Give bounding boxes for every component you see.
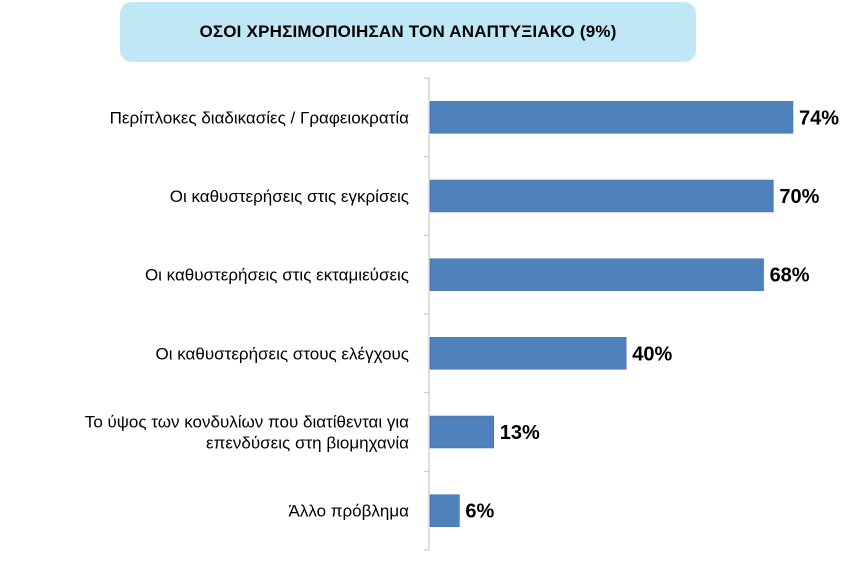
category-label-line: επενδύσεις στη βιομηχανία <box>206 434 409 453</box>
chart-title-box: ΟΣΟΙ ΧΡΗΣΙΜΟΠΟΙΗΣΑΝ ΤΟΝ ΑΝΑΠΤΥΞΙΑΚΟ (9%) <box>120 2 696 62</box>
category-label: Άλλο πρόβλημα <box>289 502 410 521</box>
data-label: 40% <box>632 343 672 365</box>
category-label: Οι καθυστερήσεις στις εκταμιεύσεις <box>145 266 409 285</box>
category-label: Οι καθυστερήσεις στους ελέγχους <box>156 344 409 363</box>
bar <box>429 415 495 449</box>
bar <box>429 494 460 527</box>
category-label: Το ύψος των κονδυλίων που διατίθενται γι… <box>85 413 409 453</box>
data-label: 68% <box>770 265 810 287</box>
category-label-line: Άλλο πρόβλημα <box>289 502 410 521</box>
category-label-line: Περίπλοκες διαδικασίες / Γραφειοκρατία <box>110 108 410 127</box>
chart-title: ΟΣΟΙ ΧΡΗΣΙΜΟΠΟΙΗΣΑΝ ΤΟΝ ΑΝΑΠΤΥΞΙΑΚΟ (9%) <box>199 22 617 41</box>
data-label: 74% <box>799 107 839 129</box>
bar <box>429 101 794 134</box>
data-label: 6% <box>465 501 494 523</box>
category-label: Οι καθυστερήσεις στις εγκρίσεις <box>170 187 409 206</box>
data-label: 13% <box>500 422 540 444</box>
bar <box>429 337 627 370</box>
category-label-line: Οι καθυστερήσεις στους ελέγχους <box>156 344 409 363</box>
data-label: 70% <box>779 186 819 208</box>
bar <box>429 258 764 291</box>
category-label: Περίπλοκες διαδικασίες / Γραφειοκρατία <box>110 108 410 127</box>
category-label-line: Οι καθυστερήσεις στις εκταμιεύσεις <box>145 266 409 285</box>
category-label-line: Το ύψος των κονδυλίων που διατίθενται γι… <box>85 413 409 432</box>
bar <box>429 179 774 213</box>
category-label-line: Οι καθυστερήσεις στις εγκρίσεις <box>170 187 409 206</box>
